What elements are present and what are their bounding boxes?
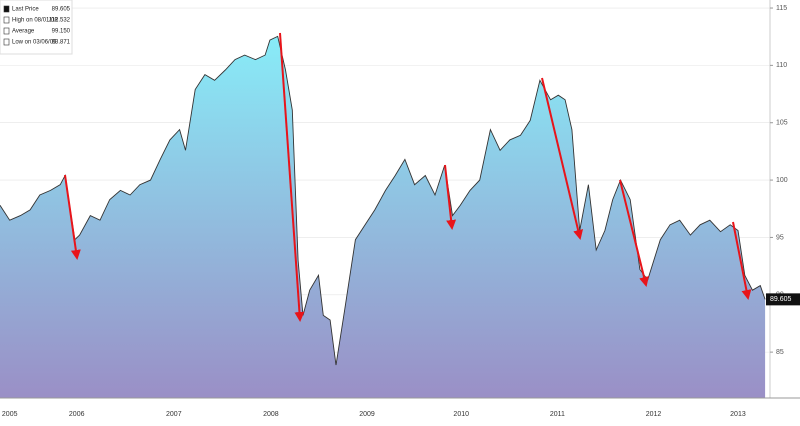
last-price-label: 89.605 bbox=[770, 296, 792, 303]
annotation-arrows bbox=[64, 32, 752, 322]
x-tick-label: 2009 bbox=[359, 411, 375, 418]
x-tick-label: 2010 bbox=[453, 411, 469, 418]
area-fill bbox=[0, 36, 766, 399]
legend-label: High on 08/01/08 bbox=[12, 18, 58, 24]
y-tick-label: 110 bbox=[776, 62, 787, 69]
x-tick-label: 2005 bbox=[2, 411, 18, 418]
legend-icon bbox=[3, 5, 10, 13]
x-tick-label: 2007 bbox=[166, 411, 182, 418]
legend-icon bbox=[3, 38, 10, 46]
legend-value: 112.532 bbox=[49, 18, 71, 24]
legend-box bbox=[0, 0, 73, 55]
y-tick-label: 115 bbox=[776, 5, 787, 12]
arrow bbox=[619, 179, 649, 287]
legend-value: 83.871 bbox=[52, 40, 71, 46]
y-tick-label: 85 bbox=[776, 349, 784, 356]
last-price-tag bbox=[766, 293, 800, 306]
x-tick-label: 2012 bbox=[646, 411, 662, 418]
legend-label: Average bbox=[12, 29, 35, 35]
arrow bbox=[444, 164, 457, 230]
x-tick-label: 2008 bbox=[263, 411, 279, 418]
x-tick-label: 2013 bbox=[730, 411, 746, 418]
legend-icon bbox=[3, 27, 10, 35]
arrow bbox=[732, 221, 752, 300]
legend-value: 99.150 bbox=[52, 29, 71, 35]
legend-label: Last Price bbox=[12, 7, 39, 13]
legend-label: Low on 03/06/09 bbox=[12, 40, 57, 46]
arrow bbox=[64, 174, 81, 260]
x-tick-label: 2006 bbox=[69, 411, 85, 418]
y-tick-label: 100 bbox=[776, 177, 788, 184]
arrow bbox=[541, 77, 584, 240]
legend-value: 89.605 bbox=[52, 7, 71, 13]
x-tick-label: 2011 bbox=[550, 411, 565, 418]
legend-icon bbox=[3, 16, 10, 24]
y-tick-label: 95 bbox=[776, 234, 784, 241]
arrow bbox=[279, 32, 305, 322]
y-tick-label: 105 bbox=[776, 120, 788, 127]
